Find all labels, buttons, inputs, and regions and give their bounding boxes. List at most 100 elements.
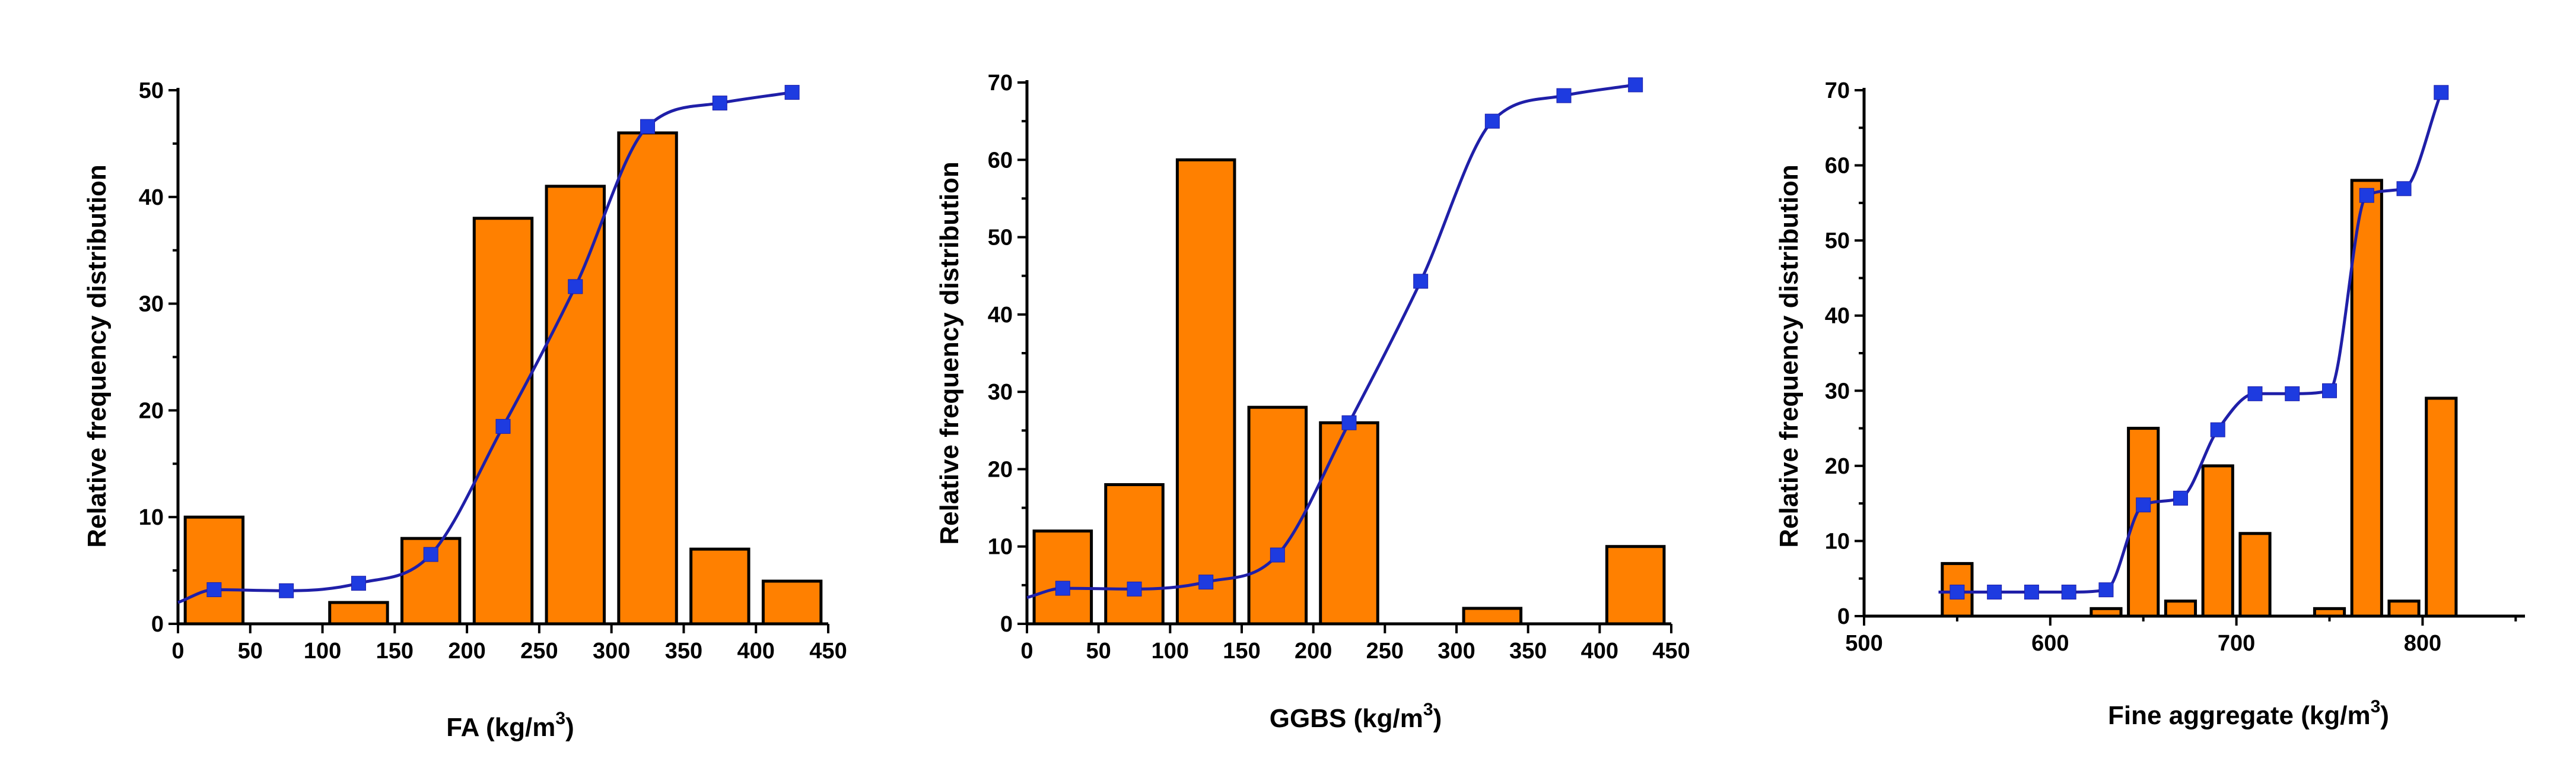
fine-aggregate-cumulative-point [2396,181,2412,196]
ggbs-plot-area: 0 50 100 150 200 250 300 350 400 450 0 10 20 30 40 50 60… [988,71,1690,664]
fine-aggregate-cumulative-point [1987,584,2002,599]
fa-cumulative-point [784,85,800,100]
fa-cumulative-point [568,279,583,294]
panel-fa: 0 50 100 150 200 250 300 350 400 450 0 10 20 30 40 50 R… [82,78,847,742]
ggbs-cumulative-point [1341,415,1357,430]
ggbs-x-tick-label: 50 [1086,639,1111,664]
fa-x-tick-label: 400 [737,639,775,664]
ggbs-y-tick-label: 70 [988,71,1013,96]
ggbs-bar-425 [1605,545,1666,626]
fine-aggregate-bar-670 [2164,599,2197,618]
fine-aggregate-bar-790 [2387,599,2421,618]
fine-aggregate-cumulative-point [2247,386,2263,401]
fine-aggregate-bar-810 [2425,396,2458,618]
fine-aggregate-x-tick-label: 500 [1845,631,1882,656]
ggbs-y-tick-label: 40 [988,303,1013,328]
fa-x-axis-title: FA (kg/m3) [446,709,574,742]
ggbs-x-tick-label: 450 [1652,639,1690,664]
fine-aggregate-cumulative-point [2210,422,2225,437]
ggbs-bar-75 [1104,483,1165,626]
fine-aggregate-cumulative-point [2098,582,2114,598]
fa-y-tick-label: 50 [139,78,164,103]
fine-aggregate-cumulative-point [2061,584,2076,599]
fa-bar-375 [689,547,750,626]
fine-aggregate-bar-710 [2238,532,2272,618]
fine-aggregate-cumulative-point [2024,584,2039,599]
ggbs-x-tick-label: 0 [1020,639,1033,664]
fa-y-axis-title: Relative frequency distribution [82,164,112,547]
fa-bar-325 [617,131,678,626]
fa-cumulative-point [206,582,222,597]
ggbs-y-tick-label: 30 [988,380,1013,405]
ggbs-y-tick-label: 20 [988,457,1013,482]
ggbs-x-tick-label: 150 [1223,639,1260,664]
fine-aggregate-y-tick-label: 60 [1825,154,1850,179]
fa-bar-275 [545,185,606,626]
ggbs-cumulative-point [1484,113,1500,129]
fine-aggregate-cumulative-point [1950,584,1965,599]
fa-y-tick-label: 40 [139,185,164,210]
ggbs-cumulative-point [1413,274,1429,289]
ggbs-x-tick-label: 350 [1509,639,1547,664]
fine-aggregate-cumulative-point [2285,386,2300,401]
fa-bar-125 [328,601,389,626]
fine-aggregate-y-tick-label: 40 [1825,304,1850,329]
fine-aggregate-y-tick-label: 20 [1825,454,1850,479]
fa-x-tick-label: 150 [376,639,414,664]
fa-cumulative-point [712,96,727,111]
fine-aggregate-cumulative-point [2322,383,2338,398]
fa-cumulative-point [423,547,438,562]
fine-aggregate-y-tick-label: 30 [1825,379,1850,404]
fine-aggregate-cumulative-point [2359,188,2374,203]
ggbs-y-tick-label: 50 [988,226,1013,250]
ggbs-x-tick-label: 200 [1295,639,1332,664]
fine-aggregate-x-axis-title: Fine aggregate (kg/m3) [2108,697,2389,730]
fa-cumulative-point [640,119,656,134]
fine-aggregate-cumulative-point [2434,85,2449,100]
fine-aggregate-x-tick-label: 800 [2404,631,2441,656]
ggbs-bar-125 [1175,158,1236,626]
ggbs-cumulative-point [1127,581,1142,597]
ggbs-bar-225 [1319,421,1379,626]
fa-cumulative-point [495,418,511,434]
fine-aggregate-x-tick-label: 700 [2218,631,2255,656]
fa-y-tick-label: 10 [139,505,164,530]
fa-x-tick-label: 450 [809,639,847,664]
fine-aggregate-bar-770 [2350,179,2383,618]
panel-fine-aggregate: 500 600 700 800 0 10 20 30 40 50 60 70 Relative fre… [1774,78,2525,730]
fa-x-tick-label: 250 [520,639,558,664]
fine-aggregate-y-tick-label: 0 [1837,604,1850,629]
ggbs-x-axis-title: GGBS (kg/m3) [1270,700,1442,733]
fa-bar-425 [761,579,823,626]
fine-aggregate-bar-690 [2201,464,2234,618]
fa-x-tick-label: 0 [171,639,184,664]
fine-aggregate-cumulative-point [2173,490,2188,506]
fine-aggregate-cumulative-point [2136,497,2151,513]
ggbs-x-tick-label: 100 [1152,639,1189,664]
fine-aggregate-y-axis-title: Relative frequency distribution [1774,164,1804,547]
fa-cumulative-point [351,576,366,591]
ggbs-x-tick-label: 400 [1581,639,1618,664]
fa-x-tick-label: 350 [665,639,702,664]
fa-x-tick-label: 300 [593,639,630,664]
ggbs-cumulative-point [1628,77,1643,93]
ggbs-cumulative-point [1055,580,1070,596]
fa-y-tick-label: 30 [139,292,164,317]
ggbs-cumulative-point [1198,575,1214,590]
ggbs-x-tick-label: 250 [1366,639,1404,664]
fa-y-tick-label: 0 [151,612,164,637]
ggbs-x-tick-label: 300 [1438,639,1475,664]
fine-aggregate-x-tick-label: 600 [2031,631,2069,656]
ggbs-bar-25 [1032,529,1093,626]
ggbs-y-tick-label: 10 [988,535,1013,560]
fa-cumulative-point [279,583,294,598]
ggbs-bar-325 [1462,607,1523,626]
fine-aggregate-plot-area: 500 600 700 800 0 10 20 30 40 50 60 70 [1825,78,2525,656]
fa-x-tick-label: 50 [238,639,263,664]
fine-aggregate-y-tick-label: 70 [1825,78,1850,103]
ggbs-y-tick-label: 60 [988,148,1013,173]
ggbs-y-axis-title: Relative frequency distribution [935,161,964,544]
fa-x-tick-label: 100 [304,639,341,664]
panel-ggbs: 0 50 100 150 200 250 300 350 400 450 0 10 20 30 40 50 60… [935,71,1690,733]
